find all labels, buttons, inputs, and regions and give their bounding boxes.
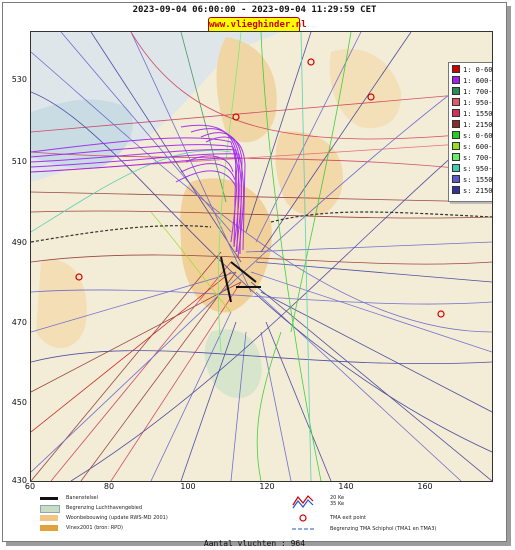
y-tick-530: 530 [11,75,27,84]
tma-exit-point-1 [232,113,240,121]
runway-label: Banenstelsel [66,495,99,501]
legend-item: 1: 0-600m [452,65,492,76]
legend-item: s: 0-600m [452,131,492,142]
contour-35-label: 35 Ke [330,501,345,507]
tma-exit-point-3 [367,93,375,101]
period-title: 2023-09-04 06:00:00 - 2023-09-04 11:29:5… [132,5,377,15]
x-axis: 60 80 100 120 140 160 [25,482,491,496]
airport-label: Begrenzing Luchthavengebied [66,505,143,511]
water-area-west [31,99,133,169]
legend-swatch [452,109,460,117]
housing-label: Woonbebouwing (update RWS-MD 2001) [66,515,168,521]
y-tick-470: 470 [11,318,27,327]
tma-exit-icon [299,514,307,522]
urban-area-center [180,178,272,313]
vinex-label: Vinex2001 (bron: RPD) [66,525,123,531]
legend-swatch [452,142,460,150]
tma-exit-points [75,58,445,318]
legend-item: 1: 950-1550m [452,98,492,109]
y-tick-510: 510 [11,157,27,166]
legend-swatch [452,186,460,194]
y-tick-430: 430 [11,476,27,485]
legend-swatch [452,120,460,128]
x-tick-60: 60 [24,482,36,491]
tma-exit-point-4 [75,273,83,281]
legend-item: 1: 600-700m [452,76,492,87]
tma-boundary-icon [292,528,314,530]
legend-item: s: 950-1550m [452,164,492,175]
flight-count: Aantal vluchten : 964 [203,539,306,548]
legend-item: s: 600-700m [452,142,492,153]
legend-swatch [452,131,460,139]
legend-swatch [452,153,460,161]
legend-item: 1: 1550-2150m [452,109,492,120]
y-tick-450: 450 [11,398,27,407]
approach-tracks-purple [31,124,246,258]
map-frame: 2023-09-04 06:00:00 - 2023-09-04 11:29:5… [2,2,507,548]
y-axis: 530 510 490 470 450 430 [3,31,28,491]
map-canvas [31,32,492,481]
map-key: Banenstelsel Begrenzing Luchthavengebied… [30,493,491,538]
tma-exit-label: TMA exit point [330,515,367,521]
urban-area-southwest [36,260,87,349]
legend-swatch [452,175,460,183]
legend-swatch [452,65,460,73]
flight-track-map[interactable]: 1: 0-600m 1: 600-700m 1: 700-950m 1: 950… [30,31,493,482]
flight-tracks [31,32,492,481]
altitude-legend: 1: 0-600m 1: 600-700m 1: 700-950m 1: 950… [448,62,492,202]
legend-item: s: 2150-3650m [452,186,492,197]
vinex-swatch [40,525,58,531]
x-tick-100: 100 [180,482,196,491]
x-tick-120: 120 [259,482,275,491]
tma-exit-point-5 [437,310,445,318]
y-tick-490: 490 [11,238,27,247]
tma-boundary [31,211,492,243]
urban-area-northeast [329,48,402,129]
housing-swatch [40,515,58,521]
legend-swatch [452,164,460,172]
tma-boundary-label: Begrenzing TMA Schiphol (TMA1 en TMA3) [330,526,437,532]
legend-swatch [452,98,460,106]
x-tick-140: 140 [338,482,354,491]
contour-20-label: 20 Ke [330,495,345,501]
legend-swatch [452,87,460,95]
legend-item: 1: 700-950m [452,87,492,98]
legend-item: s: 1550-2150m [452,175,492,186]
x-tick-80: 80 [103,482,115,491]
runway-system [220,256,261,303]
legend-item: 1: 2150-3650m [452,120,492,131]
x-tick-160: 160 [417,482,433,491]
runway-swatch [40,497,58,500]
airport-swatch [40,505,60,513]
legend-item: s: 700-950m [452,153,492,164]
legend-swatch [452,76,460,84]
noise-contour-icon [292,495,314,509]
tma-exit-point-2 [307,58,315,66]
